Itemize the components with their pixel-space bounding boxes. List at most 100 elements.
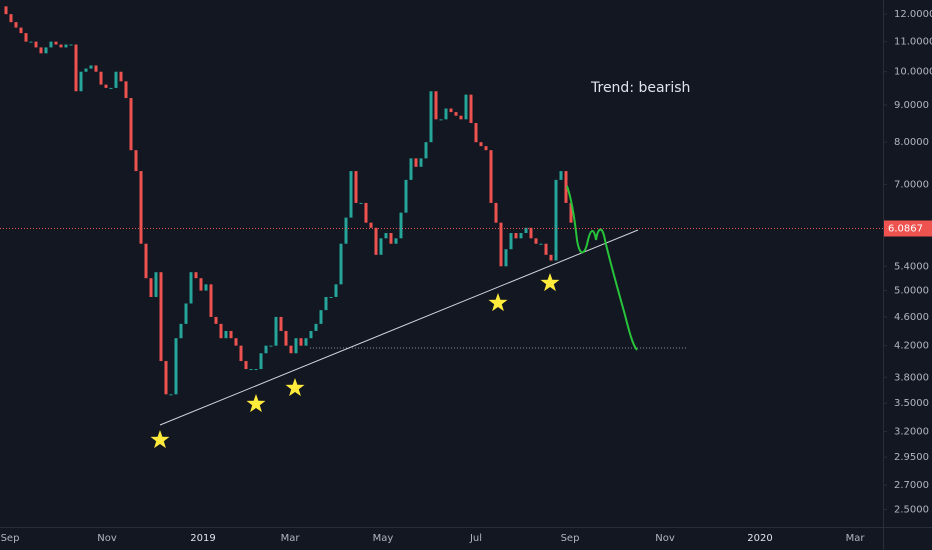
candle-body (479, 142, 483, 147)
candle-body (444, 108, 448, 120)
x-tick-label: 2019 (190, 533, 215, 544)
projection-path (566, 185, 638, 351)
candle-body (329, 296, 333, 298)
candle-body (114, 71, 118, 88)
candle-body (204, 284, 208, 291)
candle-body (34, 41, 38, 48)
candle-body (54, 41, 58, 45)
candle-body (134, 150, 138, 172)
candle-body (449, 108, 453, 113)
candle-body (559, 171, 563, 180)
y-tick-label: 2.7000 (894, 480, 929, 491)
candle-body (189, 272, 193, 304)
candle-body (349, 171, 353, 218)
candle-body (259, 353, 263, 370)
candle-body (314, 323, 318, 331)
candle-body (69, 44, 73, 46)
y-tick-label: 12.0000 (894, 9, 932, 20)
y-tick-label: 9.0000 (894, 100, 929, 111)
candle-body (169, 394, 173, 396)
candle-body (409, 158, 413, 180)
candle-body (324, 296, 328, 311)
candle-body (14, 22, 18, 28)
candle-body (334, 284, 338, 297)
candle-body (464, 94, 468, 120)
star (246, 394, 266, 413)
candle-body (504, 249, 508, 267)
candle-body (224, 330, 228, 339)
candle-body (219, 323, 223, 339)
candle-body (519, 233, 523, 239)
x-tick-label: 2020 (747, 533, 772, 544)
candle-body (244, 361, 248, 370)
candle-body (419, 158, 423, 167)
x-tick-label: Mar (281, 533, 301, 544)
candle-body (274, 316, 278, 346)
candle-body (524, 227, 528, 234)
candle-body (94, 65, 98, 72)
y-tick-label: 8.0000 (894, 137, 929, 148)
stars (150, 273, 560, 449)
candle-body (494, 202, 498, 223)
candle-body (499, 222, 503, 267)
candle-body (544, 243, 548, 255)
candle-body (379, 238, 383, 255)
candle-body (344, 217, 348, 244)
candle-body (369, 222, 373, 228)
candle-body (279, 316, 283, 331)
star (488, 293, 508, 312)
candle-body (384, 233, 388, 239)
y-tick-label: 4.2000 (894, 341, 929, 352)
candle-body (199, 278, 203, 291)
candle-body (359, 202, 363, 204)
annotation: Trend: bearish (590, 80, 690, 96)
candle-body (29, 41, 33, 43)
x-tick-label: Jul (469, 533, 482, 544)
candle-body (24, 33, 28, 42)
candle-body (514, 233, 518, 239)
candle-body (44, 47, 48, 54)
candle-body (389, 233, 393, 244)
candle-body (194, 272, 198, 279)
candle-body (149, 278, 153, 297)
candle-body (49, 41, 53, 48)
y-tick-label: 2.5000 (894, 504, 929, 515)
candle-body (249, 369, 253, 371)
candle-body (489, 150, 493, 203)
candle-body (539, 243, 543, 245)
candle-body (529, 227, 533, 239)
candle-body (234, 338, 238, 346)
star (150, 430, 170, 449)
candle-body (64, 44, 68, 48)
candle-body (174, 338, 178, 395)
candle-body (414, 158, 418, 167)
x-tick-label: Nov (655, 533, 675, 544)
y-tick-label: 4.6000 (894, 312, 929, 323)
candle-body (254, 369, 258, 371)
candle-body (84, 68, 88, 72)
candle-body (269, 345, 273, 347)
y-tick-label: 7.0000 (894, 179, 929, 190)
candle-body (304, 338, 308, 346)
y-tick-label: 5.0000 (894, 286, 929, 297)
candle-body (549, 254, 553, 261)
candle-body (124, 81, 128, 99)
candle-body (309, 330, 313, 339)
candle-body (119, 71, 123, 82)
y-tick-label: 3.5000 (894, 398, 929, 409)
candle-body (434, 91, 438, 120)
candle-body (439, 119, 443, 121)
candle-body (424, 142, 428, 159)
candle-body (209, 284, 213, 317)
candle-body (339, 243, 343, 285)
candle-body (404, 179, 408, 213)
y-tick-label: 2.9500 (894, 452, 929, 463)
star (540, 273, 560, 292)
candle-body (469, 94, 473, 124)
candle-body (109, 87, 113, 89)
last-price-label: 6.0867 (888, 223, 923, 234)
candle-body (509, 233, 513, 250)
candle-body (74, 44, 78, 92)
